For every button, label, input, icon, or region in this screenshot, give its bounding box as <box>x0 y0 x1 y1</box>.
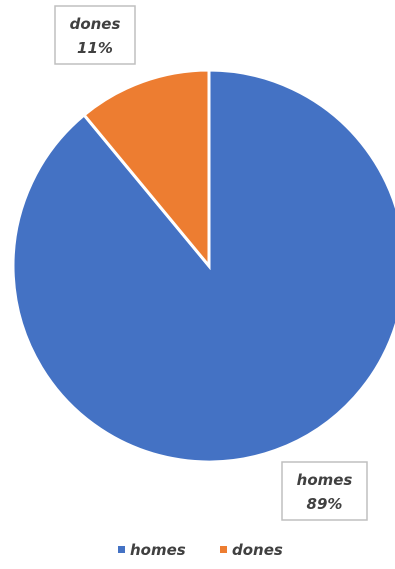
data-label-dones: dones 11% <box>54 5 136 65</box>
data-label-percent: 11% <box>77 39 113 57</box>
pie-slice-dones <box>81 68 211 271</box>
data-label-category: dones <box>70 15 121 33</box>
legend-swatch <box>220 546 227 553</box>
pie-slice-homes <box>11 68 395 464</box>
legend-label: homes <box>130 541 186 559</box>
data-label-percent: 89% <box>307 495 343 513</box>
legend-swatch <box>118 546 125 553</box>
data-label-category: homes <box>297 471 353 489</box>
pie-slices <box>11 68 395 464</box>
legend-entry-homes: homes <box>118 541 186 559</box>
data-label-box <box>281 461 368 521</box>
legend: homes dones <box>118 541 283 559</box>
data-label-box <box>54 5 136 65</box>
data-label-homes: homes 89% <box>281 461 368 521</box>
legend-label: dones <box>232 541 283 559</box>
legend-entry-dones: dones <box>220 541 283 559</box>
pie-data-labels: homes 89% dones 11% <box>54 5 368 521</box>
